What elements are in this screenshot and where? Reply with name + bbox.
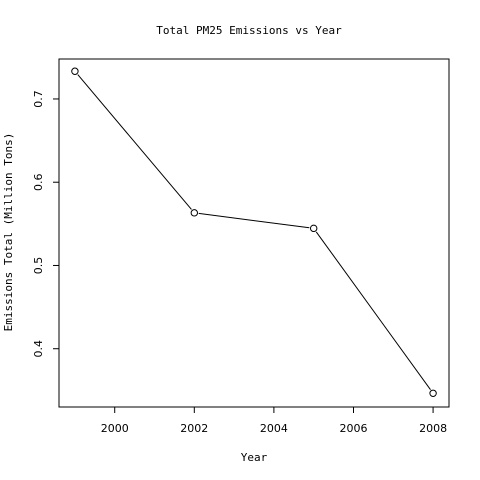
series-line-segment	[77, 74, 192, 210]
y-tick-label: 0.5	[32, 257, 45, 275]
data-point	[71, 67, 79, 75]
x-axis: 2000 2002 2004 2006 2008	[101, 407, 447, 435]
x-tick-label: 2008	[419, 422, 447, 435]
y-tick-label: 0.6	[32, 173, 45, 191]
y-axis: 0.4 0.5 0.6 0.7	[32, 90, 59, 357]
y-tick-label: 0.7	[32, 90, 45, 108]
x-axis-label: Year	[241, 451, 268, 464]
y-tick-label: 0.4	[32, 340, 45, 358]
y-axis-label: Emissions Total (Million Tons)	[2, 133, 15, 332]
series-line-segment	[198, 212, 310, 229]
data-point	[309, 224, 318, 233]
data-point	[190, 209, 199, 217]
x-tick-label: 2006	[339, 422, 367, 435]
data-point	[429, 389, 437, 397]
series-line-segment	[315, 231, 431, 390]
chart-title: Total PM25 Emissions vs Year	[156, 24, 342, 37]
series-layer	[71, 67, 437, 397]
x-tick-label: 2002	[180, 422, 208, 435]
x-tick-label: 2000	[101, 422, 129, 435]
plot-frame	[58, 58, 450, 408]
x-tick-label: 2004	[260, 422, 288, 435]
